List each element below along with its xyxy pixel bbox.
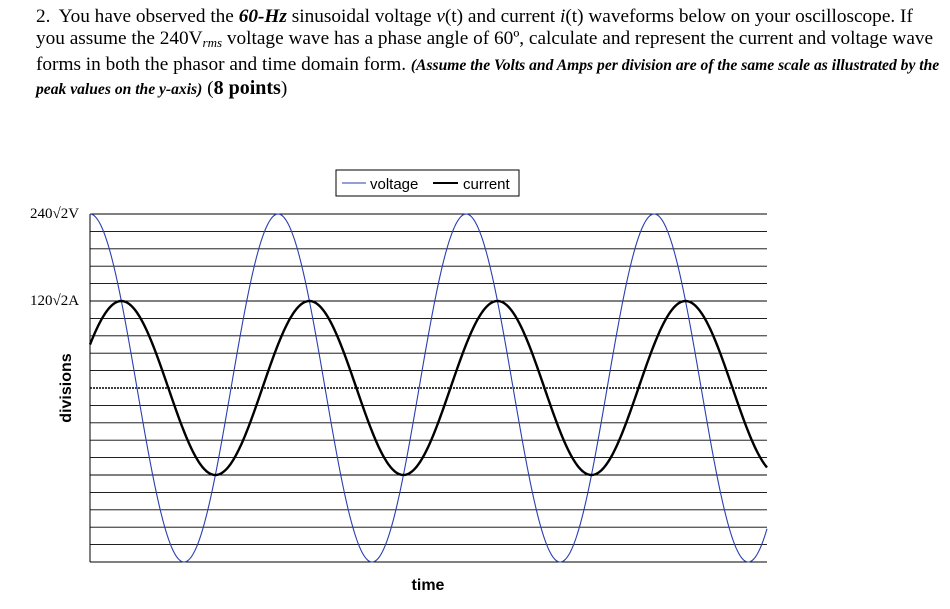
problem-text-part: sinusoidal voltage	[286, 6, 437, 27]
chart-gridlines	[89, 213, 767, 563]
legend-box	[335, 169, 520, 197]
problem-text-part: (t) and current	[444, 6, 560, 27]
problem-statement: 2. You have observed the 60-Hz sinusoida…	[36, 6, 941, 101]
x-axis-label: time	[412, 577, 445, 594]
problem-text-part: v	[436, 6, 445, 27]
problem-text-part: i	[560, 6, 566, 27]
problem-text-part: (Assume the Volts and Amps per division …	[36, 57, 940, 98]
problem-text-part: )	[280, 78, 288, 99]
problem-text-part: 8 points	[213, 77, 281, 99]
legend: voltage current	[335, 169, 520, 197]
problem-text: You have observed the 60-Hz sinusoidal v…	[36, 6, 939, 99]
problem-number: 2.	[36, 6, 51, 27]
legend-voltage-label: voltage	[370, 176, 418, 193]
y-tick-label-voltage: 240√2V	[30, 206, 79, 222]
legend-current-label: current	[463, 176, 511, 193]
problem-text-part: (	[202, 78, 214, 99]
y-axis-label: divisions	[58, 353, 75, 422]
y-tick-label-current: 120√2A	[30, 293, 79, 309]
chart-series	[88, 213, 768, 563]
problem-text-part: You have observed the	[58, 6, 239, 27]
voltage-waveform	[89, 213, 768, 563]
problem-text-part: 60-Hz	[238, 6, 287, 27]
problem-text-part: rms	[202, 35, 223, 50]
problem-text-part: (t) waveforms below on your oscilloscope…	[36, 6, 913, 49]
current-waveform	[88, 299, 768, 477]
problem-text-part: voltage wave has a phase angle of 60º, c…	[36, 28, 934, 75]
